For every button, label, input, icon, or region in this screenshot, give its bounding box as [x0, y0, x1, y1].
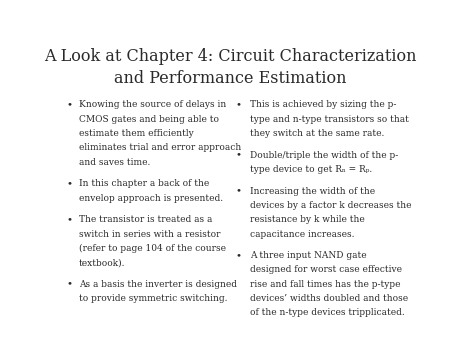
Text: of the n-type devices tripplicated.: of the n-type devices tripplicated. [250, 308, 405, 317]
Text: This is achieved by sizing the p-: This is achieved by sizing the p- [250, 100, 396, 110]
Text: As a basis the inverter is designed: As a basis the inverter is designed [79, 280, 237, 289]
Text: Double/triple the width of the p-: Double/triple the width of the p- [250, 151, 398, 160]
Text: A Look at Chapter 4: Circuit Characterization
and Performance Estimation: A Look at Chapter 4: Circuit Characteriz… [45, 48, 417, 87]
Text: designed for worst case effective: designed for worst case effective [250, 265, 402, 274]
Text: devices by a factor k decreases the: devices by a factor k decreases the [250, 201, 411, 210]
Text: capacitance increases.: capacitance increases. [250, 230, 354, 239]
Text: The transistor is treated as a: The transistor is treated as a [79, 215, 212, 224]
Text: •: • [67, 280, 73, 289]
Text: (refer to page 104 of the course: (refer to page 104 of the course [79, 244, 226, 253]
Text: •: • [67, 179, 73, 188]
Text: •: • [236, 187, 242, 196]
Text: •: • [67, 215, 73, 224]
Text: •: • [236, 251, 242, 260]
Text: Increasing the width of the: Increasing the width of the [250, 187, 375, 196]
Text: switch in series with a resistor: switch in series with a resistor [79, 230, 220, 239]
Text: type and n-type transistors so that: type and n-type transistors so that [250, 115, 409, 124]
Text: Knowing the source of delays in: Knowing the source of delays in [79, 100, 226, 110]
Text: •: • [236, 151, 242, 160]
Text: envelop approach is presented.: envelop approach is presented. [79, 194, 223, 202]
Text: they switch at the same rate.: they switch at the same rate. [250, 129, 384, 138]
Text: rise and fall times has the p-type: rise and fall times has the p-type [250, 280, 400, 289]
Text: A three input NAND gate: A three input NAND gate [250, 251, 366, 260]
Text: textbook).: textbook). [79, 258, 126, 267]
Text: CMOS gates and being able to: CMOS gates and being able to [79, 115, 219, 124]
Text: In this chapter a back of the: In this chapter a back of the [79, 179, 209, 188]
Text: type device to get Rₙ = Rₚ.: type device to get Rₙ = Rₚ. [250, 165, 372, 174]
Text: •: • [236, 100, 242, 110]
Text: •: • [67, 100, 73, 110]
Text: to provide symmetric switching.: to provide symmetric switching. [79, 294, 227, 303]
Text: estimate them efficiently: estimate them efficiently [79, 129, 194, 138]
Text: and saves time.: and saves time. [79, 158, 150, 167]
Text: devices’ widths doubled and those: devices’ widths doubled and those [250, 294, 408, 303]
Text: resistance by k while the: resistance by k while the [250, 215, 364, 224]
Text: eliminates trial and error approach: eliminates trial and error approach [79, 143, 241, 152]
